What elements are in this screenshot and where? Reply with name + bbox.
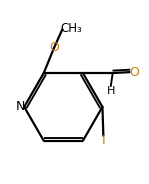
Text: O: O: [129, 66, 139, 79]
Text: CH₃: CH₃: [61, 22, 83, 35]
Text: I: I: [102, 134, 105, 147]
Text: N: N: [15, 100, 25, 113]
Text: H: H: [107, 86, 115, 96]
Text: O: O: [49, 41, 59, 54]
